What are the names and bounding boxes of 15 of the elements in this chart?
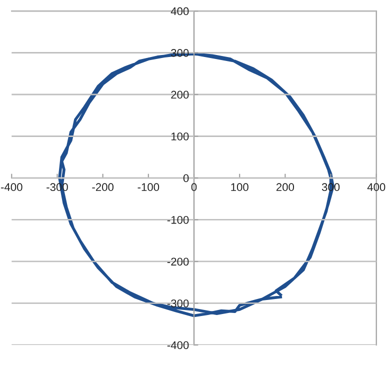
y-tick-label: -300 bbox=[167, 300, 189, 308]
y-tick-label: 200 bbox=[171, 90, 189, 99]
x-tick-label: 200 bbox=[276, 183, 294, 192]
y-tick-label: 0 bbox=[183, 174, 189, 182]
x-tick-label: 400 bbox=[367, 183, 386, 192]
x-tick-label: -200 bbox=[92, 183, 114, 192]
x-tick-label: -400 bbox=[1, 183, 22, 192]
x-tick-label: 100 bbox=[231, 183, 248, 192]
y-tick-label: -400 bbox=[167, 341, 189, 350]
y-tick-label: 400 bbox=[170, 7, 189, 16]
y-tick-label: -200 bbox=[167, 258, 189, 266]
x-tick-label: 0 bbox=[191, 183, 197, 192]
x-tick-label: -100 bbox=[138, 183, 160, 192]
y-tick-label: -100 bbox=[167, 216, 189, 224]
y-tick-label: 100 bbox=[171, 132, 189, 140]
